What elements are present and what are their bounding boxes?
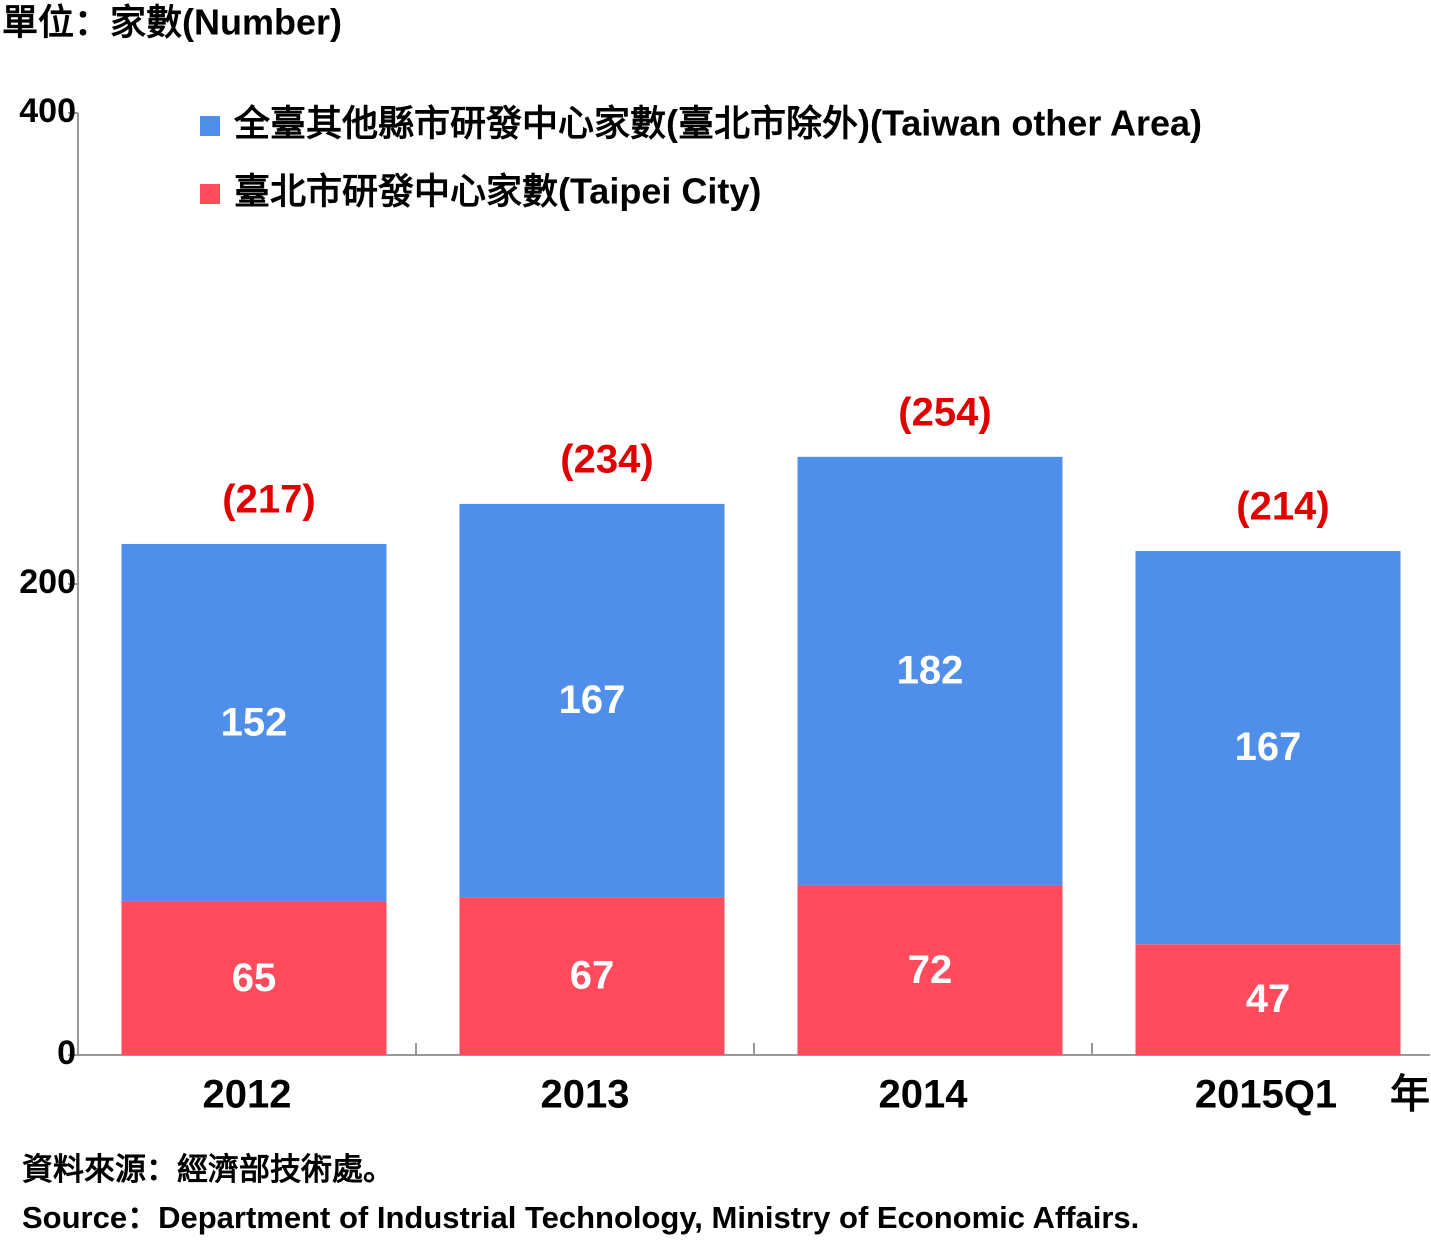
source: 資料來源：經濟部技術處。 bbox=[22, 1152, 394, 1187]
y-tick-label: 400 bbox=[19, 92, 76, 130]
bar-segment bbox=[797, 885, 1063, 1055]
data-label: 167 bbox=[1235, 725, 1302, 769]
y-tick-label: 0 bbox=[57, 1034, 76, 1072]
bar-segment bbox=[1135, 551, 1401, 945]
legend-swatch bbox=[200, 116, 220, 136]
bar-segment bbox=[121, 901, 387, 1055]
total-label: (254) bbox=[898, 390, 991, 434]
data-label: 167 bbox=[559, 678, 626, 722]
x-tick-label: 2015Q1 bbox=[1195, 1073, 1337, 1117]
data-label: 47 bbox=[1246, 977, 1291, 1021]
data-label: 67 bbox=[570, 954, 615, 998]
bar-segment bbox=[1135, 944, 1401, 1055]
total-label: (234) bbox=[560, 437, 653, 481]
x-tick-label: 2012 bbox=[203, 1073, 292, 1117]
x-tick-label: 2014 bbox=[879, 1073, 969, 1117]
total-label: (217) bbox=[222, 478, 315, 522]
bar-segment bbox=[797, 456, 1063, 886]
bar-segment bbox=[459, 897, 725, 1055]
source: Source：Department of Industrial Technolo… bbox=[22, 1200, 1139, 1235]
y-tick-label: 200 bbox=[19, 563, 76, 601]
x-axis-label: 年 bbox=[1390, 1073, 1430, 1117]
legend-label: 臺北市研發中心家數(Taipei City) bbox=[234, 171, 761, 212]
bar-segment bbox=[459, 503, 725, 898]
data-label: 65 bbox=[232, 956, 277, 1000]
x-tick-label: 2013 bbox=[541, 1073, 630, 1117]
data-label: 72 bbox=[908, 948, 953, 992]
total-label: (214) bbox=[1236, 485, 1329, 529]
data-label: 152 bbox=[221, 701, 288, 745]
y-axis-label: 單位：家數(Number) bbox=[2, 2, 342, 43]
legend-label: 全臺其他縣市研發中心家數(臺北市除外)(Taiwan other Area) bbox=[233, 103, 1202, 144]
legend-swatch bbox=[200, 184, 220, 204]
bar-segment bbox=[121, 543, 387, 902]
data-label: 182 bbox=[897, 649, 964, 693]
